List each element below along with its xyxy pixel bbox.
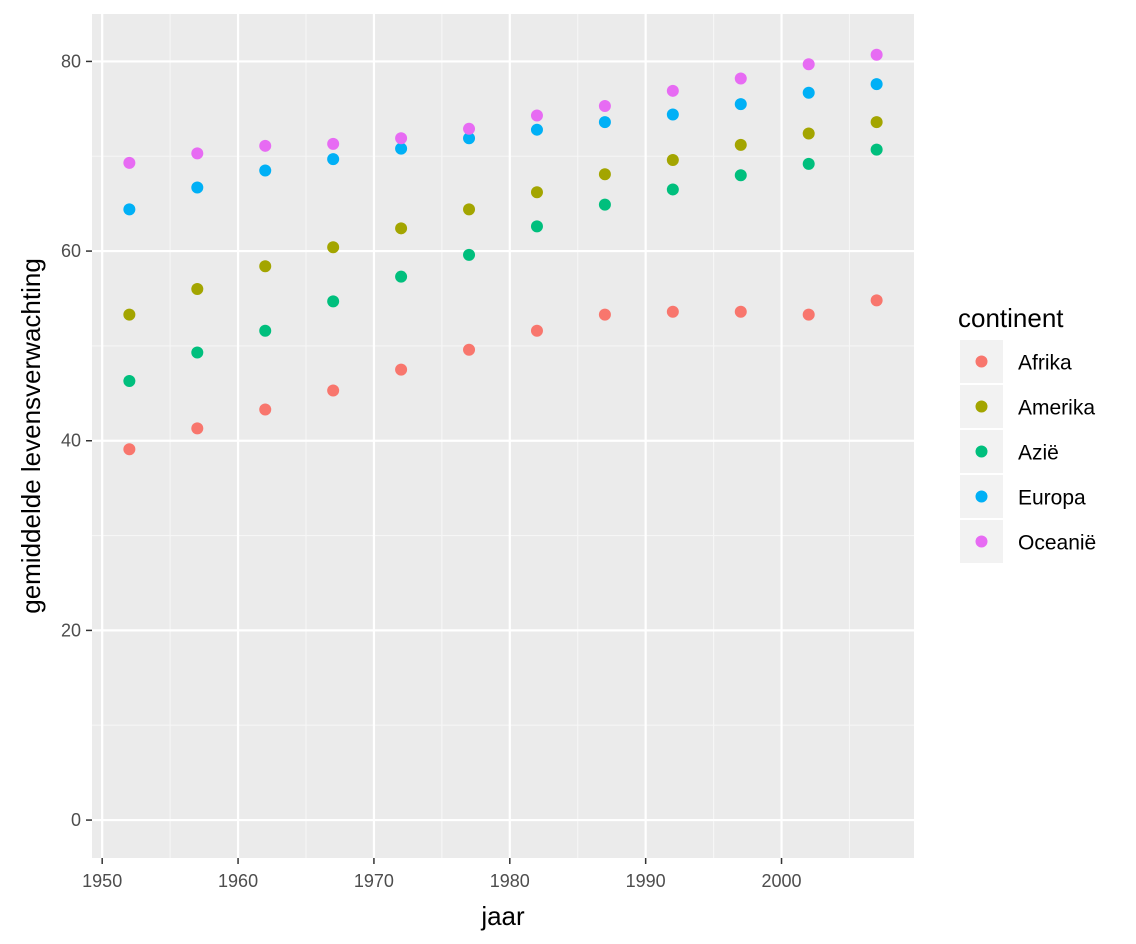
data-point bbox=[802, 58, 815, 71]
data-point bbox=[666, 84, 679, 97]
legend-item: Afrika bbox=[960, 340, 1072, 383]
x-axis-title: jaar bbox=[480, 901, 525, 931]
y-tick-label: 40 bbox=[61, 431, 81, 451]
data-point bbox=[463, 122, 476, 135]
data-point bbox=[734, 138, 747, 151]
data-points bbox=[123, 48, 883, 456]
data-point bbox=[802, 86, 815, 99]
data-point bbox=[191, 181, 204, 194]
data-point bbox=[259, 164, 272, 177]
data-point bbox=[598, 308, 611, 321]
data-point bbox=[395, 222, 408, 235]
data-point bbox=[734, 98, 747, 111]
data-point bbox=[530, 123, 543, 136]
data-point bbox=[734, 305, 747, 318]
x-tick-label: 1980 bbox=[490, 871, 530, 891]
plot-panel bbox=[92, 14, 914, 858]
legend-key-point bbox=[975, 490, 988, 503]
data-point bbox=[463, 132, 476, 145]
data-point bbox=[327, 241, 340, 254]
data-point bbox=[463, 203, 476, 216]
data-point bbox=[395, 270, 408, 283]
x-tick-label: 1990 bbox=[626, 871, 666, 891]
data-point bbox=[191, 346, 204, 359]
data-point bbox=[530, 109, 543, 122]
legend-key-point bbox=[975, 400, 988, 413]
legend-item: Europa bbox=[960, 475, 1086, 518]
y-axis-title: gemiddelde levensverwachting bbox=[16, 258, 46, 614]
data-point bbox=[259, 139, 272, 152]
data-point bbox=[870, 116, 883, 129]
data-point bbox=[870, 143, 883, 156]
y-tick-label: 60 bbox=[61, 241, 81, 261]
data-point bbox=[598, 116, 611, 129]
data-point bbox=[123, 203, 136, 216]
data-point bbox=[395, 142, 408, 155]
y-tick-label: 0 bbox=[71, 810, 81, 830]
major-gridlines bbox=[92, 14, 914, 858]
data-point bbox=[327, 153, 340, 166]
x-tick-label: 1950 bbox=[82, 871, 122, 891]
data-point bbox=[598, 99, 611, 112]
legend-label: Europa bbox=[1018, 487, 1086, 510]
data-point bbox=[191, 422, 204, 435]
legend-item: Azië bbox=[960, 430, 1059, 473]
data-point bbox=[395, 132, 408, 145]
data-point bbox=[123, 156, 136, 169]
minor-gridlines bbox=[92, 14, 914, 858]
data-point bbox=[327, 384, 340, 397]
legend-label: Amerika bbox=[1018, 397, 1095, 420]
legend-key-point bbox=[975, 535, 988, 548]
data-point bbox=[734, 169, 747, 182]
data-point bbox=[666, 305, 679, 318]
data-point bbox=[123, 308, 136, 321]
x-tick-label: 1960 bbox=[218, 871, 258, 891]
x-tick-label: 2000 bbox=[762, 871, 802, 891]
data-point bbox=[530, 324, 543, 337]
legend: continent Afrika Amerika Azië Europa Oceanië bbox=[958, 303, 1096, 563]
data-point bbox=[666, 154, 679, 167]
data-point bbox=[123, 374, 136, 387]
legend-key-point bbox=[975, 355, 988, 368]
data-point bbox=[802, 127, 815, 140]
x-tick-label: 1970 bbox=[354, 871, 394, 891]
data-point bbox=[327, 295, 340, 308]
legend-label: Azië bbox=[1018, 442, 1059, 465]
y-tick-label: 20 bbox=[61, 620, 81, 640]
data-point bbox=[259, 403, 272, 416]
data-point bbox=[463, 248, 476, 261]
axis-ticks: 1950 1960 1970 1980 1990 2000 0 20 40 60 80 bbox=[61, 51, 802, 891]
data-point bbox=[870, 48, 883, 61]
data-point bbox=[666, 108, 679, 121]
y-tick-label: 80 bbox=[61, 51, 81, 71]
legend-key-point bbox=[975, 445, 988, 458]
data-point bbox=[530, 220, 543, 233]
data-point bbox=[870, 294, 883, 307]
legend-item: Amerika bbox=[960, 385, 1095, 428]
data-point bbox=[327, 137, 340, 150]
data-point bbox=[191, 147, 204, 160]
data-point bbox=[666, 183, 679, 196]
legend-item: Oceanië bbox=[960, 520, 1096, 563]
data-point bbox=[530, 186, 543, 199]
data-point bbox=[598, 168, 611, 181]
legend-label: Afrika bbox=[1018, 352, 1072, 375]
data-point bbox=[802, 308, 815, 321]
data-point bbox=[598, 198, 611, 211]
data-point bbox=[463, 343, 476, 356]
data-point bbox=[870, 78, 883, 91]
data-point bbox=[734, 72, 747, 85]
data-point bbox=[191, 283, 204, 296]
legend-title: continent bbox=[958, 303, 1064, 333]
data-point bbox=[802, 157, 815, 170]
data-point bbox=[395, 363, 408, 376]
data-point bbox=[259, 260, 272, 273]
data-point bbox=[123, 443, 136, 456]
data-point bbox=[259, 324, 272, 337]
legend-label: Oceanië bbox=[1018, 532, 1096, 555]
